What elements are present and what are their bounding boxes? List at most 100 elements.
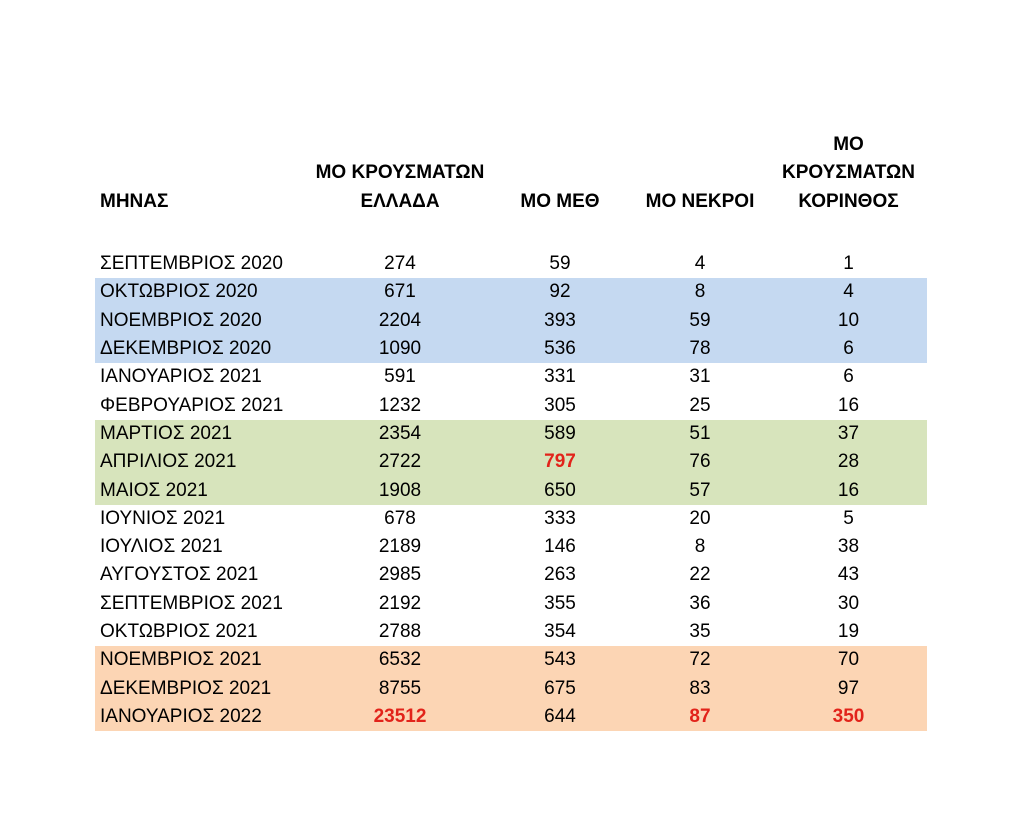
- month-cell: ΔΕΚΕΜΒΡΙΟΣ 2020: [95, 334, 310, 364]
- table-row: ΣΕΠΤΕΜΒΡΙΟΣ 2020 274 59 4 1: [95, 250, 927, 278]
- cases-korinthos-cell: 19: [837, 621, 860, 642]
- icu-cell: 146: [544, 536, 576, 558]
- icu-cell: 650: [490, 476, 630, 505]
- cases-greece-cell: 678: [384, 507, 416, 529]
- column-header-cases-korinthos: ΜΟ ΚΡΟΥΣΜΑΤΩΝ ΚΟΡΙΝΘΟΣ: [782, 134, 915, 212]
- column-header-month: ΜΗΝΑΣ: [100, 190, 169, 212]
- month-cell: ΙΑΝΟΥΑΡΙΟΣ 2022: [95, 702, 310, 732]
- cases-greece-cell: 1908: [310, 476, 490, 505]
- cases-korinthos-cell: 37: [770, 419, 927, 449]
- deaths-cell: 87: [630, 702, 770, 732]
- cases-greece-cell: 2985: [378, 564, 422, 586]
- cases-greece-cell: 2204: [310, 306, 490, 335]
- table-row: ΙΟΥΛΙΟΣ 2021 2189 146 8 38: [95, 533, 927, 561]
- cases-korinthos-cell: 1: [843, 253, 854, 275]
- column-header-deaths: ΜΟ ΝΕΚΡΟΙ: [645, 190, 755, 212]
- month-cell: ΙΟΥΛΙΟΣ 2021: [100, 536, 223, 558]
- month-cell: ΣΕΠΤΕΜΒΡΙΟΣ 2020: [100, 253, 283, 275]
- table-row: ΑΥΓΟΥΣΤΟΣ 2021 2985 263 22 43: [95, 561, 927, 589]
- deaths-cell: 35: [689, 621, 711, 642]
- deaths-cell: 83: [630, 674, 770, 703]
- cases-korinthos-cell: 6: [770, 334, 927, 364]
- month-cell: ΙΟΥΝΙΟΣ 2021: [100, 507, 226, 529]
- cases-greece-cell: 1090: [310, 334, 490, 364]
- month-cell: ΜΑΙΟΣ 2021: [95, 476, 310, 505]
- cases-korinthos-cell: 38: [837, 536, 860, 558]
- month-cell: ΔΕΚΕΜΒΡΙΟΣ 2021: [95, 674, 310, 703]
- icu-cell: 536: [490, 334, 630, 364]
- cases-korinthos-cell: 70: [770, 646, 927, 675]
- month-cell: ΟΚΤΩΒΡΙΟΣ 2020: [95, 278, 310, 307]
- icu-cell: 354: [544, 621, 576, 642]
- icu-cell: 263: [544, 564, 576, 586]
- month-cell: ΑΠΡΙΛΙΟΣ 2021: [95, 448, 310, 477]
- cases-greece-cell: 2189: [378, 536, 422, 558]
- table-row: ΟΚΤΩΒΡΙΟΣ 2021 2788 354 35 19: [95, 618, 927, 646]
- month-cell: ΑΥΓΟΥΣΤΟΣ 2021: [100, 564, 259, 586]
- cases-greece-cell: 2788: [378, 621, 422, 642]
- icu-cell: 393: [490, 306, 630, 335]
- cases-korinthos-cell: 5: [843, 507, 854, 529]
- month-cell: ΦΕΒΡΟΥΑΡΙΟΣ 2021: [100, 394, 284, 416]
- month-cell: ΜΑΡΤΙΟΣ 2021: [95, 419, 310, 449]
- table-row: ΝΟΕΜΒΡΙΟΣ 2021 6532 543 72 70: [95, 646, 927, 675]
- cases-greece-cell: 2722: [310, 448, 490, 477]
- cases-korinthos-cell: 4: [770, 278, 927, 307]
- cases-korinthos-cell: 350: [770, 702, 927, 732]
- cases-greece-cell: 2354: [310, 419, 490, 449]
- icu-cell: 589: [490, 419, 630, 449]
- header-row: ΜΗΝΑΣ ΜΟ ΚΡΟΥΣΜΑΤΩΝ ΕΛΛΑΔΑ ΜΟ ΜΕΘ ΜΟ ΝΕΚ…: [95, 128, 927, 216]
- icu-cell: 59: [549, 253, 571, 275]
- table-header: ΜΗΝΑΣ ΜΟ ΚΡΟΥΣΜΑΤΩΝ ΕΛΛΑΔΑ ΜΟ ΜΕΘ ΜΟ ΝΕΚ…: [95, 128, 927, 250]
- cases-greece-cell: 8755: [310, 674, 490, 703]
- table-row: ΜΑΙΟΣ 2021 1908 650 57 16: [95, 476, 927, 505]
- icu-cell: 333: [544, 507, 576, 529]
- column-header-cases-greece: ΜΟ ΚΡΟΥΣΜΑΤΩΝ ΕΛΛΑΔΑ: [315, 162, 485, 212]
- cases-korinthos-cell: 16: [770, 476, 927, 505]
- deaths-cell: 36: [689, 592, 711, 614]
- month-cell: ΙΑΝΟΥΑΡΙΟΣ 2021: [100, 366, 262, 388]
- deaths-cell: 4: [694, 253, 706, 275]
- deaths-cell: 51: [630, 419, 770, 449]
- icu-cell: 305: [544, 394, 576, 416]
- table-row: ΣΕΠΤΕΜΒΡΙΟΣ 2021 2192 355 36 30: [95, 590, 927, 618]
- icu-cell: 355: [544, 592, 576, 614]
- table-row: ΜΑΡΤΙΟΣ 2021 2354 589 51 37: [95, 419, 927, 449]
- month-cell: ΣΕΠΤΕΜΒΡΙΟΣ 2021: [100, 592, 283, 614]
- table-row: ΝΟΕΜΒΡΙΟΣ 2020 2204 393 59 10: [95, 306, 927, 335]
- table-row: ΙΑΝΟΥΑΡΙΟΣ 2022 23512 644 87 350: [95, 702, 927, 732]
- covid-monthly-table: ΜΗΝΑΣ ΜΟ ΚΡΟΥΣΜΑΤΩΝ ΕΛΛΑΔΑ ΜΟ ΜΕΘ ΜΟ ΝΕΚ…: [95, 128, 927, 732]
- deaths-cell: 72: [630, 646, 770, 675]
- cases-greece-cell: 6532: [310, 646, 490, 675]
- cases-greece-cell: 1232: [378, 394, 422, 416]
- deaths-cell: 8: [694, 536, 706, 558]
- cases-korinthos-cell: 28: [770, 448, 927, 477]
- cases-korinthos-cell: 6: [843, 366, 854, 388]
- header-spacer-row: [95, 216, 927, 250]
- cases-greece-cell: 2192: [378, 592, 422, 614]
- deaths-cell: 78: [630, 334, 770, 364]
- table-row: ΙΑΝΟΥΑΡΙΟΣ 2021 591 331 31 6: [95, 363, 927, 391]
- deaths-cell: 20: [689, 507, 711, 529]
- table-body: ΣΕΠΤΕΜΒΡΙΟΣ 2020 274 59 4 1 ΟΚΤΩΒΡΙΟΣ 2020 671…: [95, 250, 927, 732]
- icu-cell: 797: [490, 448, 630, 477]
- deaths-cell: 25: [689, 394, 711, 416]
- month-cell: ΝΟΕΜΒΡΙΟΣ 2020: [95, 306, 310, 335]
- covid-stats-sheet: ΜΗΝΑΣ ΜΟ ΚΡΟΥΣΜΑΤΩΝ ΕΛΛΑΔΑ ΜΟ ΜΕΘ ΜΟ ΝΕΚ…: [95, 128, 927, 732]
- cases-korinthos-cell: 43: [837, 564, 860, 586]
- table-row: ΑΠΡΙΛΙΟΣ 2021 2722 797 76 28: [95, 448, 927, 477]
- table-row: ΔΕΚΕΜΒΡΙΟΣ 2021 8755 675 83 97: [95, 674, 927, 703]
- cases-korinthos-cell: 97: [770, 674, 927, 703]
- icu-cell: 92: [490, 278, 630, 307]
- cases-korinthos-cell: 10: [770, 306, 927, 335]
- table-row: ΟΚΤΩΒΡΙΟΣ 2020 671 92 8 4: [95, 278, 927, 307]
- column-header-icu: ΜΟ ΜΕΘ: [520, 190, 600, 212]
- icu-cell: 331: [544, 366, 576, 388]
- cases-korinthos-cell: 30: [837, 592, 860, 614]
- table-row: ΔΕΚΕΜΒΡΙΟΣ 2020 1090 536 78 6: [95, 334, 927, 364]
- table-row: ΦΕΒΡΟΥΑΡΙΟΣ 2021 1232 305 25 16: [95, 391, 927, 419]
- cases-greece-cell: 591: [384, 366, 416, 388]
- deaths-cell: 31: [689, 366, 711, 388]
- cases-greece-cell: 274: [384, 253, 416, 275]
- cases-korinthos-cell: 16: [837, 394, 860, 416]
